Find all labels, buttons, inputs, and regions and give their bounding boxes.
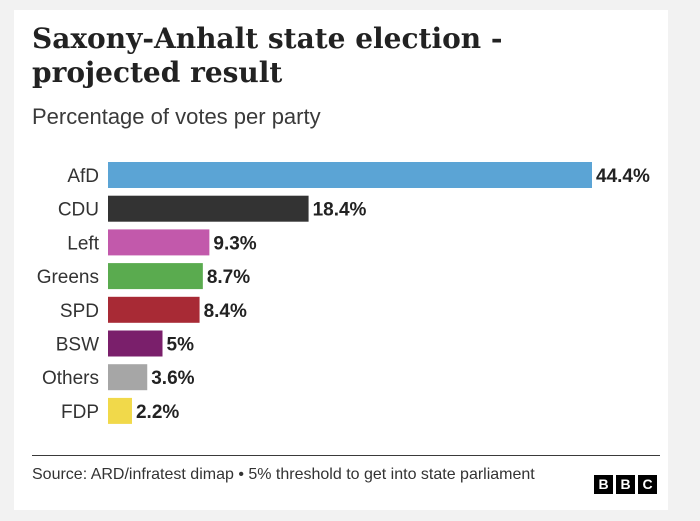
value-label: 5%	[167, 335, 195, 356]
value-label: 8.7%	[207, 267, 250, 288]
category-label: SPD	[60, 301, 99, 322]
bar-cdu	[108, 195, 309, 222]
bbc-logo: B B C	[594, 475, 657, 494]
category-label: Others	[42, 368, 99, 389]
category-label: FDP	[61, 402, 99, 423]
bar-afd	[108, 162, 592, 188]
bbc-logo-letter: C	[638, 475, 657, 494]
bbc-logo-letter: B	[616, 475, 635, 494]
category-label: BSW	[56, 335, 99, 356]
value-label: 8.4%	[204, 301, 247, 322]
value-label: 2.2%	[136, 402, 179, 423]
chart-title: Saxony-Anhalt state election - projected…	[32, 22, 503, 89]
bar-spd	[108, 296, 200, 323]
chart-subtitle: Percentage of votes per party	[32, 104, 321, 129]
category-label: CDU	[58, 200, 99, 221]
footer-divider	[32, 455, 660, 456]
value-label: 44.4%	[596, 166, 650, 187]
bar-others	[108, 364, 148, 391]
source-note: Source: ARD/infratest dimap • 5% thresho…	[32, 466, 535, 483]
category-label: Greens	[37, 267, 99, 288]
bar-left	[108, 229, 210, 256]
category-label: Left	[67, 233, 99, 254]
category-label: AfD	[67, 166, 99, 187]
bar-greens	[108, 263, 203, 290]
chart-card: Saxony-Anhalt state election - projected…	[14, 10, 668, 510]
bar-chart: AfD 44.4% CDU 18.4% Left 9.3% Greens 8.7% SPD 8.4…	[37, 162, 650, 424]
value-label: 18.4%	[313, 200, 367, 221]
value-label: 9.3%	[213, 233, 256, 254]
bbc-logo-letter: B	[594, 475, 613, 494]
bar-bsw	[108, 330, 163, 357]
value-label: 3.6%	[151, 368, 194, 389]
bar-fdp	[108, 397, 132, 424]
